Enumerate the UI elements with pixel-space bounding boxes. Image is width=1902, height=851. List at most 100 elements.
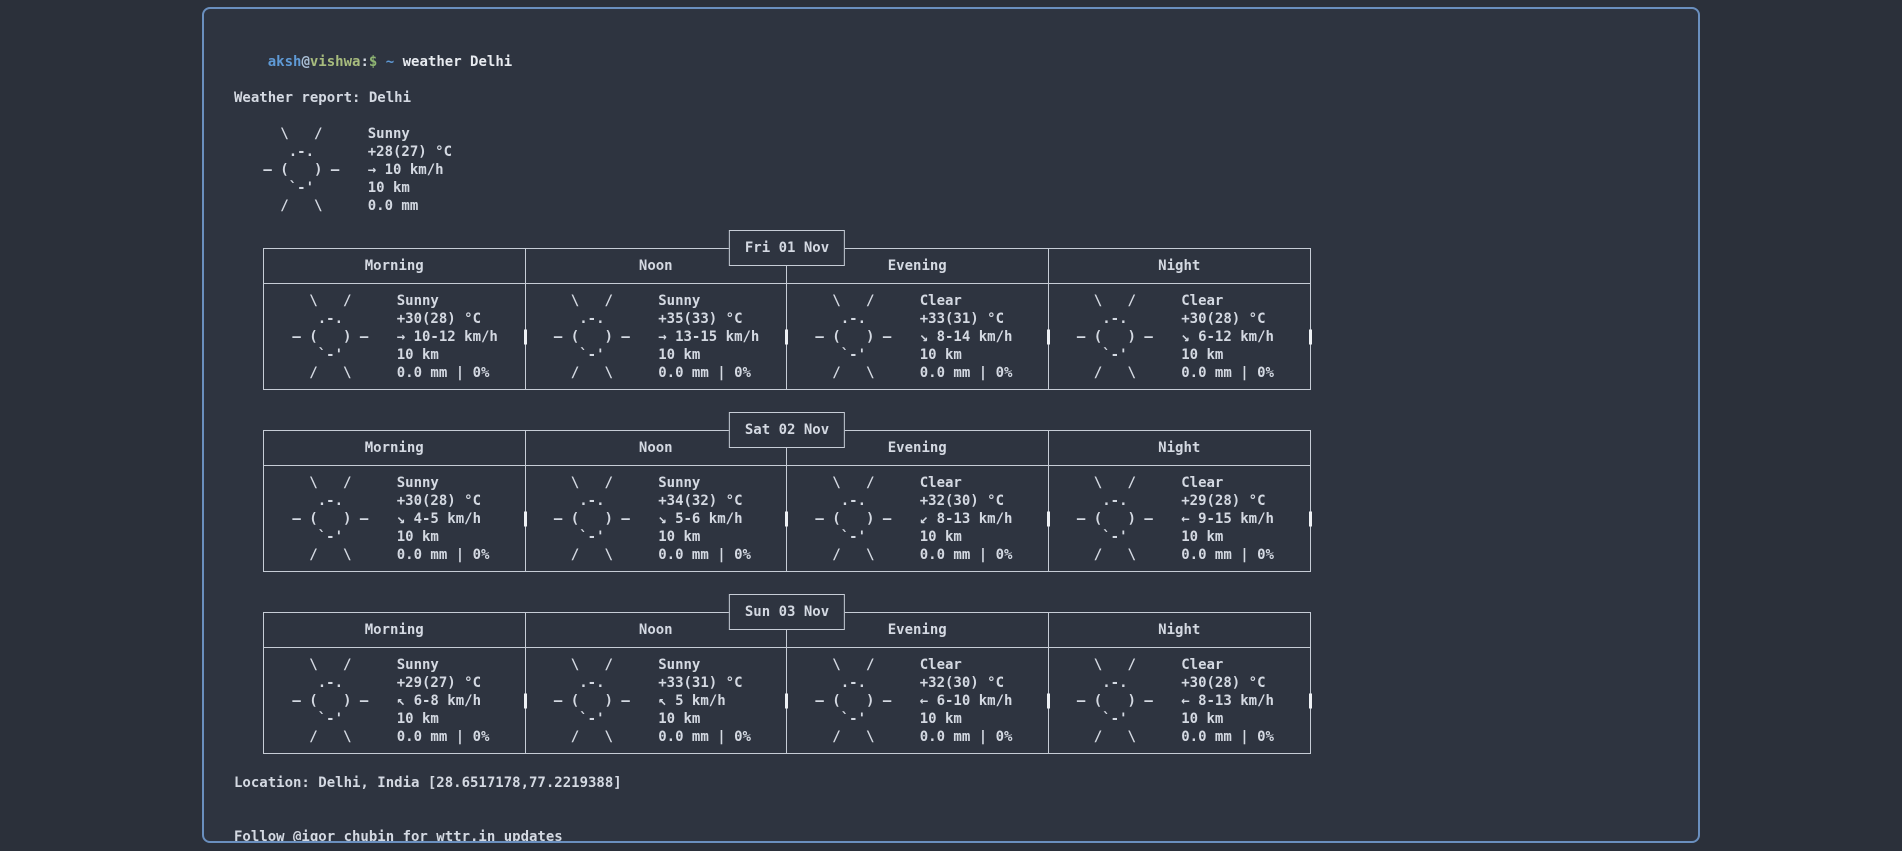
forecast-days: Fri 01 Nov Morning Noon Evening Night \ / .-… (234, 230, 1698, 754)
condition-text: Sunny (658, 656, 701, 673)
precipitation-text: 0.0 mm | 0% (658, 364, 751, 381)
temperature-text: +33(31) °C (919, 310, 1005, 327)
terminal-window[interactable]: aksh@vishwa:$ ~ weather Delhi Weather re… (202, 7, 1700, 843)
temperature-text: +32(30) °C (919, 492, 1005, 509)
condition-text: Clear (1181, 656, 1224, 673)
weather-icon: \ / .-. ― ( ) ― `-' / \ (1076, 656, 1153, 745)
report-title: Weather report: Delhi (234, 90, 412, 106)
precipitation-text: 0.0 mm | 0% (1181, 728, 1274, 745)
weather-icon: \ / .-. ― ( ) ― `-' / \ (1076, 292, 1153, 381)
weather-icon: \ / .-. ― ( ) ― `-' / \ (1076, 474, 1153, 563)
column-header: Night (1048, 431, 1310, 466)
prompt-dollar: $ (368, 54, 378, 70)
forecast-details: Clear +30(28) °C ← 8-13 km/h 10 km 0.0 mm | … (1181, 656, 1274, 746)
forecast-details: Sunny +33(31) °C ↖ 5 km/h 10 km 0.0 mm | 0% (658, 656, 751, 746)
wind-text: → 10-12 km/h (396, 328, 498, 345)
visibility-text: 10 km (919, 346, 962, 363)
temperature-text: +33(31) °C (658, 674, 743, 691)
wind-text: ↘ 6-12 km/h (1181, 328, 1274, 345)
forecast-details: Sunny +35(33) °C → 13-15 km/h 10 km 0.0 mm |… (658, 292, 759, 382)
weather-icon: \ / .-. ― ( ) ― `-' / \ (553, 656, 630, 745)
temperature-text: +35(33) °C (658, 310, 743, 327)
wind-text: ↘ 5-6 km/h (658, 510, 743, 527)
column-header: Night (1048, 613, 1310, 648)
location-line: Location: Delhi, India [28.6517178,77.22… (234, 775, 622, 791)
forecast-cell: \ / .-. ― ( ) ― `-' / \ Sunny +35(33) °C →… (526, 284, 787, 389)
wind-text: → 10 km/h (367, 162, 444, 178)
forecast-details: Clear +30(28) °C ↘ 6-12 km/h 10 km 0.0 mm | … (1181, 292, 1274, 382)
forecast-cell: \ / .-. ― ( ) ― `-' / \ Clear +29(28) °C ←… (1049, 466, 1311, 571)
forecast-details: Sunny +29(27) °C ↖ 6-8 km/h 10 km 0.0 mm | 0… (397, 656, 490, 746)
forecast-details: Sunny +30(28) °C ↘ 4-5 km/h 10 km 0.0 mm | 0… (397, 474, 490, 564)
forecast-details: Sunny +30(28) °C → 10-12 km/h 10 km 0.0 mm |… (397, 292, 498, 382)
wind-text: ← 6-10 km/h (919, 692, 1013, 709)
temperature-text: +34(32) °C (658, 492, 743, 509)
date-box: Sat 02 Nov (728, 412, 846, 448)
forecast-cell: \ / .-. ― ( ) ― `-' / \ Clear +32(30) °C ←… (787, 648, 1049, 753)
visibility-text: 10 km (396, 346, 439, 363)
visibility-text: 10 km (658, 528, 701, 545)
wind-text: ↘ 4-5 km/h (396, 510, 482, 527)
temperature-text: +28(27) °C (367, 144, 453, 160)
forecast-table: Morning Noon Evening Night \ / .-. ― ( ) ― … (263, 248, 1311, 390)
visibility-text: 10 km (919, 710, 962, 727)
forecast-cell: \ / .-. ― ( ) ― `-' / \ Sunny +30(28) °C ↘… (264, 466, 526, 571)
column-header: Morning (264, 431, 526, 466)
date-box: Sun 03 Nov (728, 594, 846, 630)
visibility-text: 10 km (658, 710, 701, 727)
wind-text: ↙ 8-13 km/h (919, 510, 1013, 527)
forecast-cell: \ / .-. ― ( ) ― `-' / \ Sunny +29(27) °C ↖… (264, 648, 526, 753)
date-label: Fri 01 Nov (744, 240, 830, 256)
current-conditions: \ / .-. ― ( ) ― `-' / \ Sunny +28(27) °C… (255, 125, 1698, 215)
wind-text: ↖ 5 km/h (658, 692, 726, 709)
prompt-tilde: ~ (377, 54, 403, 70)
wind-text: ↖ 6-8 km/h (396, 692, 482, 709)
condition-text: Sunny (367, 126, 410, 142)
current-details: Sunny +28(27) °C → 10 km/h 10 km 0.0 mm (368, 125, 452, 215)
condition-text: Sunny (396, 656, 439, 673)
temperature-text: +29(28) °C (1181, 492, 1266, 509)
column-header: Morning (264, 249, 526, 284)
forecast-cell: \ / .-. ― ( ) ― `-' / \ Clear +33(31) °C ↘… (787, 284, 1049, 389)
forecast-cell: \ / .-. ― ( ) ― `-' / \ Sunny +34(32) °C ↘… (526, 466, 787, 571)
prompt-username: aksh (267, 54, 302, 70)
temperature-text: +30(28) °C (396, 310, 482, 327)
precipitation-text: 0.0 mm | 0% (658, 728, 751, 745)
temperature-text: +29(27) °C (396, 674, 482, 691)
forecast-details: Clear +29(28) °C ← 9-15 km/h 10 km 0.0 mm | … (1181, 474, 1274, 564)
date-box: Fri 01 Nov (728, 230, 846, 266)
condition-text: Sunny (658, 292, 701, 309)
visibility-text: 10 km (367, 180, 410, 196)
command-text: weather Delhi (402, 54, 513, 70)
precipitation-text: 0.0 mm | 0% (919, 546, 1013, 563)
visibility-text: 10 km (396, 528, 439, 545)
forecast-cell: \ / .-. ― ( ) ― `-' / \ Clear +32(30) °C ↙… (787, 466, 1049, 571)
precipitation-text: 0.0 mm | 0% (919, 364, 1013, 381)
forecast-cell: \ / .-. ― ( ) ― `-' / \ Sunny +30(28) °C →… (264, 284, 526, 389)
precipitation-text: 0.0 mm | 0% (1181, 546, 1274, 563)
wind-text: ← 8-13 km/h (1181, 692, 1274, 709)
day-forecast: Fri 01 Nov Morning Noon Evening Night \ / .-… (263, 230, 1311, 390)
weather-icon: \ / .-. ― ( ) ― `-' / \ (553, 292, 630, 381)
condition-text: Clear (919, 292, 962, 309)
condition-text: Sunny (658, 474, 701, 491)
precipitation-text: 0.0 mm | 0% (396, 546, 490, 563)
temperature-text: +32(30) °C (919, 674, 1005, 691)
weather-icon: \ / .-. ― ( ) ― `-' / \ (815, 656, 892, 745)
forecast-details: Clear +33(31) °C ↘ 8-14 km/h 10 km 0.0 mm | … (920, 292, 1013, 382)
visibility-text: 10 km (1181, 528, 1224, 545)
sunny-weather-icon: \ / .-. ― ( ) ― `-' / \ (263, 126, 340, 214)
forecast-table: Morning Noon Evening Night \ / .-. ― ( ) ― … (263, 612, 1311, 754)
column-header: Morning (264, 613, 526, 648)
prompt-hostname: vishwa (309, 54, 361, 70)
date-label: Sat 02 Nov (744, 422, 830, 438)
visibility-text: 10 km (396, 710, 439, 727)
follow-line: Follow @igor_chubin for wttr.in updates (234, 829, 563, 843)
precipitation-text: 0.0 mm | 0% (658, 546, 751, 563)
condition-text: Clear (1181, 474, 1224, 491)
wind-text: ↘ 8-14 km/h (919, 328, 1013, 345)
prompt-at-sign: @ (301, 54, 310, 70)
weather-icon: \ / .-. ― ( ) ― `-' / \ (553, 474, 630, 563)
prompt-colon: : (360, 54, 369, 70)
weather-icon: \ / .-. ― ( ) ― `-' / \ (292, 656, 369, 745)
